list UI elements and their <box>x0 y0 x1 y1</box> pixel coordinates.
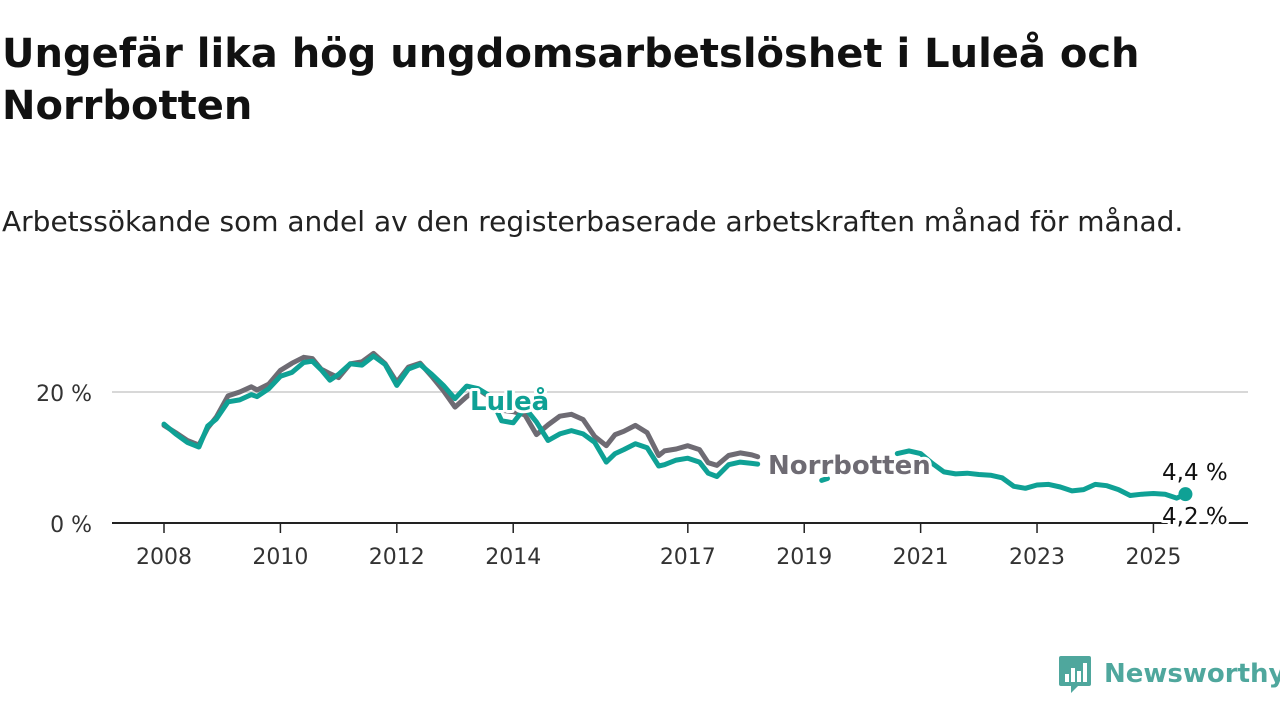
x-tick-label: 2014 <box>485 545 541 570</box>
x-tick-label: 2012 <box>369 545 425 570</box>
series-label-lulea: Luleå <box>470 385 549 417</box>
x-tick-label: 2017 <box>660 545 716 570</box>
x-tick-label: 2010 <box>252 545 308 570</box>
newsworthy-logo-icon <box>1059 656 1091 693</box>
newsworthy-brand[interactable]: Newsworthy <box>1058 654 1280 694</box>
x-tick-label: 2019 <box>776 545 832 570</box>
end-value-label: 4,4 % <box>1162 460 1228 486</box>
brand-name: Newsworthy <box>1104 659 1280 689</box>
series-layer <box>161 350 1193 502</box>
chart-title: Ungefär lika hög ungdomsarbetslöshet i L… <box>2 31 1140 129</box>
y-tick-label: 0 % <box>50 513 92 538</box>
end-point-lulea <box>1178 487 1193 502</box>
axis-layer: 0 % 20 % 2008 2010 2012 2014 2017 2019 2021 2023 2… <box>36 382 1248 570</box>
y-tick-label: 20 % <box>36 382 92 407</box>
series-line-lulea <box>894 448 1188 501</box>
series-line-norrbotten <box>161 350 761 468</box>
x-tick-label: 2008 <box>136 545 192 570</box>
series-label-norrbotten: Norrbotten <box>768 451 931 481</box>
x-tick-label: 2021 <box>893 545 949 570</box>
series-line-lulea <box>161 353 761 479</box>
x-tick-label: 2025 <box>1125 545 1181 570</box>
label-layer: Luleå Norrbotten 4,4 % 4,2 % <box>467 382 1231 533</box>
end-value-label: 4,2 % <box>1162 504 1228 530</box>
chart-subtitle: Arbetssökande som andel av den registerb… <box>2 205 1184 238</box>
series-line-lulea <box>819 476 830 483</box>
x-tick-label: 2023 <box>1009 545 1065 570</box>
